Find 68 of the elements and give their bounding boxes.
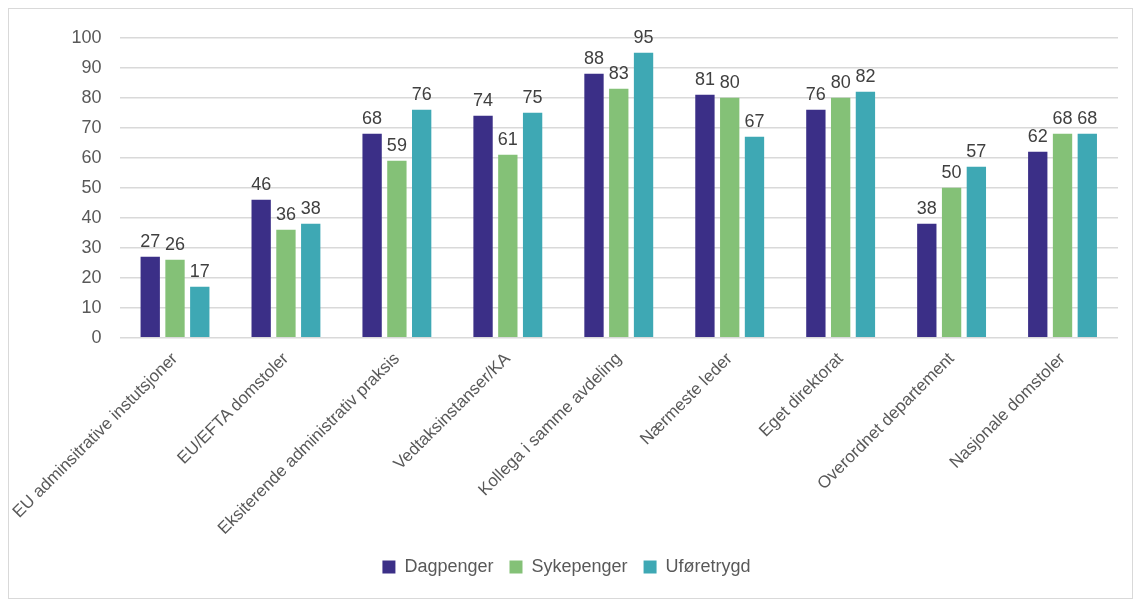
data-label: 88 [583, 47, 605, 68]
data-label: 36 [275, 203, 296, 224]
bar [806, 109, 826, 338]
y-tick-label: 60 [81, 146, 102, 167]
y-tick-label: 10 [81, 296, 102, 317]
bar [190, 286, 210, 338]
data-label: 67 [744, 110, 765, 131]
bar [917, 223, 937, 338]
bar [473, 115, 493, 338]
bar [966, 166, 987, 338]
bar [1077, 133, 1097, 338]
bar [498, 154, 518, 338]
data-label: 76 [411, 83, 432, 104]
data-label: 80 [830, 71, 851, 92]
data-label: 38 [916, 197, 937, 218]
data-label: 75 [522, 86, 543, 107]
bar [720, 97, 740, 338]
data-label: 68 [1052, 107, 1073, 128]
data-label: 62 [1027, 125, 1048, 146]
data-label: 80 [719, 71, 740, 92]
bar [165, 259, 185, 338]
bar [1028, 151, 1048, 338]
data-label: 50 [941, 161, 962, 182]
bar [387, 160, 407, 338]
data-label: 95 [633, 26, 654, 47]
bar [830, 97, 851, 338]
data-label: 27 [140, 230, 161, 251]
bar [855, 91, 876, 338]
data-label: 76 [805, 83, 826, 104]
data-label: 57 [966, 140, 987, 161]
y-tick-label: 100 [71, 26, 102, 47]
y-tick-label: 90 [81, 56, 102, 77]
data-label: 68 [1077, 107, 1098, 128]
data-label: 59 [386, 134, 407, 155]
legend-label: Sykepenger [531, 555, 628, 576]
data-label: 46 [251, 173, 272, 194]
bar [522, 112, 543, 338]
y-tick-label: 20 [81, 266, 102, 287]
bar [251, 199, 271, 338]
data-label: 26 [164, 233, 186, 254]
bar [276, 229, 296, 338]
y-tick-label: 70 [81, 116, 102, 137]
bar [695, 94, 715, 338]
y-tick-label: 0 [91, 326, 102, 347]
y-tick-label: 30 [81, 236, 102, 257]
bar [633, 52, 654, 338]
data-label: 83 [608, 62, 629, 83]
bar [584, 73, 604, 338]
y-tick-label: 50 [81, 176, 102, 197]
legend-label: Dagpenger [404, 555, 494, 576]
data-label: 38 [300, 197, 321, 218]
data-label: 82 [855, 65, 876, 86]
bar [412, 109, 432, 338]
bar [301, 223, 321, 338]
data-label: 61 [497, 128, 518, 149]
bar [140, 256, 160, 338]
data-label: 17 [189, 260, 210, 281]
y-tick-label: 80 [81, 86, 102, 107]
bar [609, 88, 629, 338]
bar [941, 187, 962, 338]
data-label: 68 [362, 107, 383, 128]
bar [1052, 133, 1073, 338]
bar [744, 136, 765, 338]
y-tick-label: 40 [81, 206, 102, 227]
data-label: 74 [473, 89, 494, 110]
legend-label: Uføretrygd [665, 555, 751, 576]
bar [362, 133, 382, 338]
data-label: 81 [694, 68, 715, 89]
